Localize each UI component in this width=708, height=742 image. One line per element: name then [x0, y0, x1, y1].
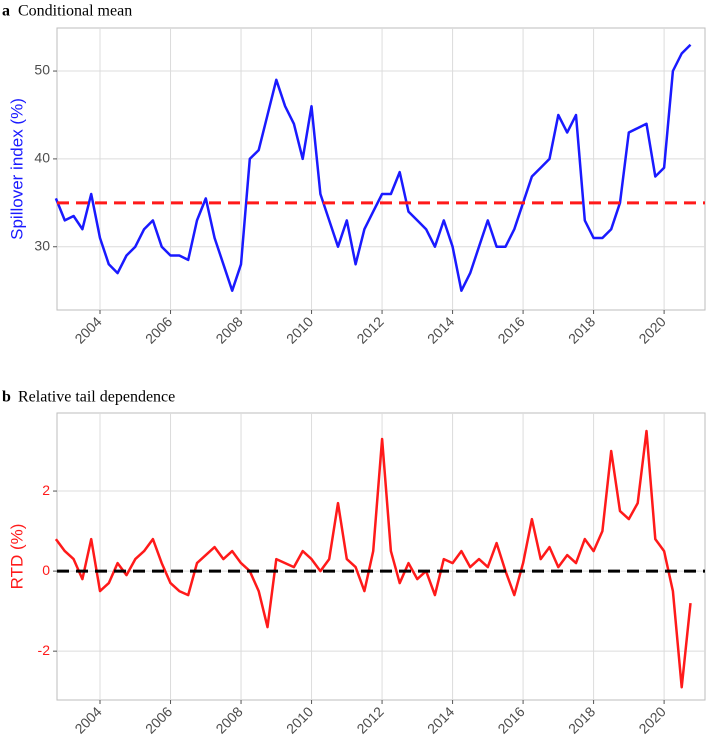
x-tick-label: 2014	[424, 703, 457, 736]
y-tick-label: 50	[34, 62, 50, 78]
data-line	[54, 429, 692, 689]
x-tick-label: 2012	[353, 313, 386, 346]
x-tick-label: 2010	[283, 313, 316, 346]
y-tick-label: 2	[42, 482, 50, 498]
x-tick-label: 2020	[635, 313, 668, 346]
data-line	[54, 43, 692, 292]
x-tick-label: 2016	[494, 313, 527, 346]
x-tick-label: 2010	[283, 703, 316, 736]
plot-border	[56, 27, 706, 311]
y-axis-label: Spillover index (%)	[7, 98, 26, 240]
y-tick-label: -2	[38, 642, 51, 658]
panel-title: Relative tail dependence	[18, 389, 175, 406]
x-tick-label: 2008	[212, 703, 245, 736]
panel-label: a	[2, 3, 10, 20]
x-tick-label: 2018	[565, 313, 598, 346]
x-tick-label: 2004	[71, 703, 104, 736]
y-tick-label: 0	[42, 562, 50, 578]
x-tick-label: 2020	[635, 703, 668, 736]
x-tick-label: 2016	[494, 703, 527, 736]
x-tick-label: 2008	[212, 313, 245, 346]
y-axis-label: RTD (%)	[7, 524, 26, 590]
x-tick-label: 2012	[353, 703, 386, 736]
x-tick-label: 2004	[71, 313, 104, 346]
panel-title: Conditional mean	[18, 3, 132, 20]
x-tick-label: 2014	[424, 313, 457, 346]
y-tick-label: 30	[34, 237, 50, 253]
x-tick-label: 2006	[142, 313, 175, 346]
x-tick-label: 2018	[565, 703, 598, 736]
y-tick-label: 40	[34, 150, 50, 166]
x-tick-label: 2006	[142, 703, 175, 736]
panel-label: b	[2, 389, 11, 406]
